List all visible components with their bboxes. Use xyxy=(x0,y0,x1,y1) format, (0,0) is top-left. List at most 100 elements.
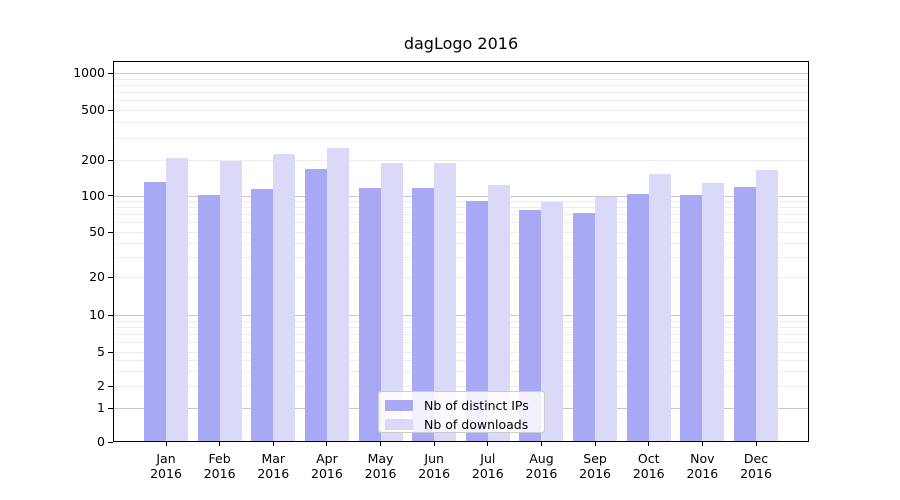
x-tick-label-dec: Dec 2016 xyxy=(740,451,772,481)
bar-nb-of-distinct-ips-jun xyxy=(412,187,435,442)
bar-nb-of-downloads-nov xyxy=(702,182,725,442)
bar-nb-of-downloads-may xyxy=(380,162,403,442)
bar-nb-of-downloads-apr xyxy=(326,148,349,442)
x-tick-label-oct: Oct 2016 xyxy=(632,451,665,481)
minor-gridline xyxy=(113,214,809,216)
y-tick-mark xyxy=(108,276,113,278)
legend-item-downloads: Nb of downloads xyxy=(385,416,536,432)
y-tick-label: 20 xyxy=(89,269,105,284)
bar-nb-of-downloads-dec xyxy=(756,169,778,442)
minor-gridline xyxy=(113,100,809,102)
x-tick-label-apr: Apr 2016 xyxy=(311,451,343,481)
y-tick-label: 200 xyxy=(81,152,105,167)
x-tick-mark xyxy=(594,442,596,446)
x-tick-mark xyxy=(755,442,757,446)
bar-nb-of-distinct-ips-nov xyxy=(680,194,703,442)
bar-nb-of-downloads-feb xyxy=(219,160,242,442)
x-tick-mark xyxy=(326,442,328,446)
x-tick-mark xyxy=(219,442,221,446)
bar-nb-of-distinct-ips-oct xyxy=(626,193,649,442)
x-tick-mark xyxy=(433,442,435,446)
minor-gridline xyxy=(113,320,809,322)
y-tick-mark xyxy=(108,385,113,387)
y-tick-label: 5 xyxy=(97,344,105,359)
y-tick-label: 100 xyxy=(81,187,105,203)
x-tick-label-jun: Jun 2016 xyxy=(418,451,451,481)
minor-gridline xyxy=(113,222,809,224)
minor-gridline xyxy=(113,160,809,161)
bar-nb-of-downloads-mar xyxy=(273,153,296,442)
y-tick-mark xyxy=(108,109,113,111)
chart-title: dagLogo 2016 xyxy=(403,34,519,53)
y-tick-label: 10 xyxy=(89,307,105,322)
bar-nb-of-downloads-jan xyxy=(166,157,188,442)
bar-nb-of-distinct-ips-may xyxy=(358,187,381,442)
minor-gridline xyxy=(113,110,809,111)
minor-gridline xyxy=(113,84,809,86)
y-tick-mark xyxy=(108,159,113,161)
x-tick-label-may: May 2016 xyxy=(364,451,397,481)
legend-item-distinct-ips: Nb of distinct IPs xyxy=(385,397,536,413)
bar-nb-of-distinct-ips-mar xyxy=(251,188,274,442)
minor-gridline xyxy=(113,370,809,372)
y-tick-label: 50 xyxy=(89,224,105,239)
x-tick-mark xyxy=(380,442,382,446)
bar-nb-of-distinct-ips-sep xyxy=(573,212,596,442)
bar-nb-of-distinct-ips-dec xyxy=(734,186,756,442)
x-tick-mark xyxy=(165,442,167,446)
bar-nb-of-distinct-ips-feb xyxy=(197,194,220,442)
minor-gridline xyxy=(113,137,809,139)
minor-gridline xyxy=(113,257,809,259)
y-tick-mark xyxy=(108,195,113,196)
y-tick-label: 1000 xyxy=(73,65,105,80)
y-tick-mark xyxy=(108,72,113,74)
legend-label-distinct-ips: Nb of distinct IPs xyxy=(424,397,529,413)
minor-gridline xyxy=(113,122,809,124)
x-tick-mark xyxy=(701,442,703,446)
bar-nb-of-distinct-ips-aug xyxy=(519,209,542,442)
bar-nb-of-downloads-jul xyxy=(487,184,510,442)
bar-nb-of-distinct-ips-jul xyxy=(465,201,488,442)
minor-gridline xyxy=(113,277,809,278)
y-tick-mark xyxy=(108,351,113,353)
x-tick-mark xyxy=(648,442,650,446)
y-tick-mark xyxy=(108,231,113,233)
legend-label-downloads: Nb of downloads xyxy=(424,416,529,432)
x-tick-mark xyxy=(540,442,542,446)
x-tick-label-feb: Feb 2016 xyxy=(203,451,236,481)
bar-nb-of-downloads-jun xyxy=(434,162,457,442)
y-tick-label: 500 xyxy=(81,102,105,117)
plot-area xyxy=(113,61,809,442)
x-tick-label-nov: Nov 2016 xyxy=(686,451,719,481)
bar-nb-of-downloads-sep xyxy=(595,197,618,442)
x-tick-label-sep: Sep 2016 xyxy=(579,451,611,481)
legend: Nb of distinct IPs Nb of downloads xyxy=(378,391,545,433)
minor-gridline xyxy=(113,242,809,244)
x-tick-label-aug: Aug 2016 xyxy=(525,451,558,481)
x-tick-label-jan: Jan 2016 xyxy=(150,451,182,481)
y-tick-mark xyxy=(108,407,113,409)
minor-gridline xyxy=(113,352,809,353)
bar-nb-of-downloads-oct xyxy=(648,174,671,442)
minor-gridline xyxy=(113,386,809,387)
minor-gridline xyxy=(113,207,809,209)
minor-gridline xyxy=(113,342,809,344)
minor-gridline xyxy=(113,232,809,233)
minor-gridline xyxy=(113,326,809,328)
legend-swatch-downloads xyxy=(385,418,413,430)
x-tick-mark xyxy=(487,442,489,446)
bar-nb-of-distinct-ips-jan xyxy=(144,182,166,442)
legend-swatch-distinct-ips xyxy=(385,399,413,411)
x-tick-label-jul: Jul 2016 xyxy=(471,451,504,481)
y-tick-mark xyxy=(108,441,113,443)
x-tick-mark xyxy=(272,442,274,446)
minor-gridline xyxy=(113,92,809,94)
minor-gridline xyxy=(113,78,809,80)
bar-nb-of-distinct-ips-apr xyxy=(304,169,327,442)
minor-gridline xyxy=(113,334,809,336)
y-tick-label: 1 xyxy=(97,400,105,415)
major-gridline xyxy=(113,315,809,316)
major-gridline xyxy=(113,195,809,197)
major-gridline xyxy=(113,73,809,74)
